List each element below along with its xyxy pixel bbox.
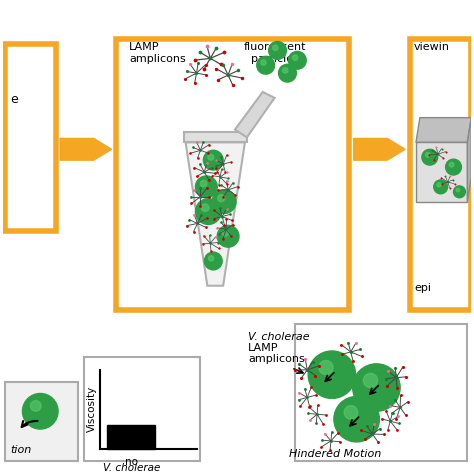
Circle shape bbox=[449, 162, 454, 167]
Bar bbox=[108, 425, 155, 449]
Circle shape bbox=[426, 153, 430, 157]
Circle shape bbox=[364, 374, 378, 388]
Circle shape bbox=[446, 159, 461, 175]
Polygon shape bbox=[416, 118, 471, 142]
Circle shape bbox=[454, 186, 465, 198]
Circle shape bbox=[334, 396, 379, 442]
Circle shape bbox=[195, 199, 221, 224]
Circle shape bbox=[201, 204, 209, 211]
Circle shape bbox=[308, 351, 356, 399]
Circle shape bbox=[203, 150, 223, 170]
Circle shape bbox=[319, 360, 333, 375]
Text: LAMP
amplicons: LAMP amplicons bbox=[129, 42, 186, 64]
Circle shape bbox=[283, 68, 288, 73]
Circle shape bbox=[218, 194, 225, 201]
FancyArrow shape bbox=[60, 138, 111, 160]
Text: e: e bbox=[10, 93, 18, 106]
Circle shape bbox=[212, 190, 236, 214]
Circle shape bbox=[209, 255, 214, 261]
Polygon shape bbox=[467, 118, 471, 201]
FancyBboxPatch shape bbox=[5, 44, 56, 231]
Circle shape bbox=[353, 364, 400, 411]
FancyArrow shape bbox=[354, 138, 405, 160]
Circle shape bbox=[422, 149, 438, 165]
Polygon shape bbox=[416, 142, 467, 201]
FancyBboxPatch shape bbox=[5, 382, 78, 461]
Circle shape bbox=[195, 176, 217, 198]
Text: fluorescent
particles: fluorescent particles bbox=[243, 42, 306, 64]
Text: viewin: viewin bbox=[414, 42, 450, 52]
Circle shape bbox=[30, 401, 41, 411]
Polygon shape bbox=[235, 92, 274, 137]
Text: epi: epi bbox=[414, 283, 431, 292]
Circle shape bbox=[261, 60, 266, 65]
Text: LAMP: LAMP bbox=[248, 343, 278, 353]
Circle shape bbox=[273, 45, 278, 50]
Circle shape bbox=[456, 188, 460, 192]
Circle shape bbox=[434, 180, 447, 194]
Circle shape bbox=[292, 55, 298, 60]
Circle shape bbox=[22, 393, 58, 429]
Circle shape bbox=[269, 42, 286, 59]
Circle shape bbox=[257, 56, 274, 74]
FancyBboxPatch shape bbox=[295, 324, 467, 461]
Circle shape bbox=[344, 406, 358, 419]
FancyBboxPatch shape bbox=[410, 38, 471, 310]
Circle shape bbox=[437, 182, 441, 187]
Circle shape bbox=[217, 226, 239, 247]
Text: Hindered Motion: Hindered Motion bbox=[289, 449, 382, 459]
Polygon shape bbox=[186, 142, 245, 286]
Text: V. cholerae: V. cholerae bbox=[248, 332, 310, 342]
Text: no: no bbox=[125, 457, 138, 467]
Circle shape bbox=[222, 230, 228, 236]
Text: V. cholerae: V. cholerae bbox=[102, 463, 160, 473]
Text: Viscosity: Viscosity bbox=[87, 386, 97, 432]
Circle shape bbox=[204, 252, 222, 270]
FancyBboxPatch shape bbox=[117, 38, 349, 310]
Circle shape bbox=[208, 154, 214, 160]
FancyBboxPatch shape bbox=[84, 357, 201, 461]
Text: amplicons: amplicons bbox=[248, 354, 305, 364]
Text: tion: tion bbox=[10, 445, 32, 455]
Circle shape bbox=[288, 51, 306, 69]
Circle shape bbox=[279, 64, 296, 82]
Circle shape bbox=[201, 180, 207, 187]
Polygon shape bbox=[183, 132, 247, 142]
